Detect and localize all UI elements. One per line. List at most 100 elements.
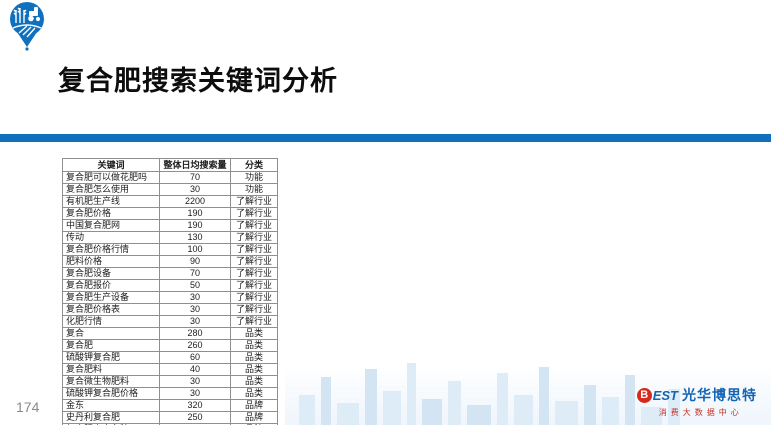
- category-cell: 品类: [230, 375, 278, 388]
- category-cell: 品牌: [230, 399, 278, 412]
- table-row: 硫酸钾复合肥价格 30 品类: [62, 387, 278, 400]
- category-cell: 了解行业: [230, 255, 278, 268]
- search-volume-cell: 30: [159, 315, 231, 328]
- table-row: 硫酸钾复合肥 60 品类: [62, 351, 278, 364]
- header-accent-bar: [0, 134, 771, 142]
- category-cell: 了解行业: [230, 315, 278, 328]
- keyword-cell: 传动: [62, 231, 160, 244]
- table-row: 复合肥报价 50 了解行业: [62, 279, 278, 292]
- table-row: 复合肥价格行情 100 了解行业: [62, 243, 278, 256]
- search-volume-cell: 90: [159, 255, 231, 268]
- search-volume-cell: 30: [159, 375, 231, 388]
- brand-subtitle: 消费大数据中心: [658, 408, 743, 417]
- table-row: 复合 280 品类: [62, 327, 278, 340]
- search-volume-cell: 30: [159, 291, 231, 304]
- category-cell: 了解行业: [230, 219, 278, 232]
- table-row: 有机肥生产线 2200 了解行业: [62, 195, 278, 208]
- search-volume-cell: 100: [159, 243, 231, 256]
- keyword-cell: 复合肥价格: [62, 207, 160, 220]
- keyword-cell: 复合肥可以做花肥吗: [62, 171, 160, 184]
- brand-b-badge: B: [636, 387, 652, 403]
- search-volume-cell: 320: [159, 399, 231, 412]
- category-cell: 了解行业: [230, 243, 278, 256]
- table-row: 金东 320 品牌: [62, 399, 278, 412]
- search-volume-cell: 30: [159, 387, 231, 400]
- table-row: 复合肥价格 190 了解行业: [62, 207, 278, 220]
- keyword-cell: 硫酸钾复合肥: [62, 351, 160, 364]
- category-cell: 品类: [230, 327, 278, 340]
- keyword-cell: 复合肥报价: [62, 279, 160, 292]
- search-volume-cell: 30: [159, 183, 231, 196]
- keyword-cell: 史丹利复合肥: [62, 411, 160, 424]
- category-cell: 了解行业: [230, 291, 278, 304]
- keyword-cell: 复合: [62, 327, 160, 340]
- keyword-cell: 中国复合肥网: [62, 219, 160, 232]
- table-row: 复合肥生产设备 30 了解行业: [62, 291, 278, 304]
- table-row: 复合微生物肥料 30 品类: [62, 375, 278, 388]
- table-row: 传动 130 了解行业: [62, 231, 278, 244]
- category-cell: 功能: [230, 183, 278, 196]
- keyword-cell: 肥料价格: [62, 255, 160, 268]
- search-volume-cell: 260: [159, 339, 231, 352]
- keyword-cell: 金东: [62, 399, 160, 412]
- table-row: 复合肥 260 品类: [62, 339, 278, 352]
- table-row: 肥料价格 90 了解行业: [62, 255, 278, 268]
- table-row: 复合肥可以做花肥吗 70 功能: [62, 171, 278, 184]
- category-cell: 了解行业: [230, 279, 278, 292]
- keyword-cell: 化肥行情: [62, 315, 160, 328]
- search-volume-cell: 40: [159, 363, 231, 376]
- keyword-cell: 复合肥生产设备: [62, 291, 160, 304]
- category-cell: 品类: [230, 339, 278, 352]
- table-header-cell: 关键词: [62, 158, 160, 172]
- category-cell: 了解行业: [230, 195, 278, 208]
- category-cell: 品牌: [230, 411, 278, 424]
- table-row: 复合肥怎么使用 30 功能: [62, 183, 278, 196]
- category-cell: 品类: [230, 387, 278, 400]
- search-volume-cell: 70: [159, 267, 231, 280]
- table-row: 复合肥料 40 品类: [62, 363, 278, 376]
- keyword-table-head: 关键词 整体日均搜索量 分类: [62, 158, 278, 172]
- search-volume-cell: 30: [159, 303, 231, 316]
- keyword-cell: 复合肥价格表: [62, 303, 160, 316]
- page-title: 复合肥搜索关键词分析: [58, 66, 338, 96]
- agriculture-pin-icon: [10, 2, 44, 51]
- keyword-cell: 复合微生物肥料: [62, 375, 160, 388]
- table-row: 复合肥设备 70 了解行业: [62, 267, 278, 280]
- table-row: 复合肥价格表 30 了解行业: [62, 303, 278, 316]
- keyword-cell: 复合肥设备: [62, 267, 160, 280]
- search-volume-cell: 190: [159, 219, 231, 232]
- search-volume-cell: 70: [159, 171, 231, 184]
- page-number: 174: [16, 399, 40, 415]
- brand-name: 光华博思特: [682, 387, 757, 403]
- search-volume-cell: 2200: [159, 195, 231, 208]
- keyword-cell: 硫酸钾复合肥价格: [62, 387, 160, 400]
- category-cell: 品类: [230, 351, 278, 364]
- category-cell: 了解行业: [230, 303, 278, 316]
- category-cell: 品类: [230, 363, 278, 376]
- keyword-cell: 复合肥价格行情: [62, 243, 160, 256]
- search-volume-cell: 130: [159, 231, 231, 244]
- search-volume-cell: 50: [159, 279, 231, 292]
- keyword-cell: 有机肥生产线: [62, 195, 160, 208]
- category-cell: 了解行业: [230, 267, 278, 280]
- table-header-cell: 分类: [230, 158, 278, 172]
- brand-est-text: EST: [652, 387, 678, 403]
- keyword-cell: 复合肥怎么使用: [62, 183, 160, 196]
- table-row: 史丹利复合肥 250 品牌: [62, 411, 278, 424]
- category-cell: 了解行业: [230, 231, 278, 244]
- table-row: 化肥行情 30 了解行业: [62, 315, 278, 328]
- table-row: 中国复合肥网 190 了解行业: [62, 219, 278, 232]
- search-volume-cell: 60: [159, 351, 231, 364]
- brand-logo: B EST 光华博思特 消费大数据中心: [636, 385, 757, 418]
- keyword-cell: 复合肥料: [62, 363, 160, 376]
- search-volume-cell: 280: [159, 327, 231, 340]
- keyword-table-body: 复合肥可以做花肥吗 70 功能 复合肥怎么使用 30 功能 有机肥生产线 2200 了解行业 复合…: [62, 171, 278, 425]
- search-volume-cell: 250: [159, 411, 231, 424]
- keyword-table: 关键词 整体日均搜索量 分类 复合肥可以做花肥吗 70 功能 复合肥怎么使用 30 功能 有机肥…: [62, 158, 278, 425]
- search-volume-cell: 190: [159, 207, 231, 220]
- table-header-cell: 整体日均搜索量: [159, 158, 231, 172]
- category-cell: 功能: [230, 171, 278, 184]
- category-cell: 了解行业: [230, 207, 278, 220]
- keyword-cell: 复合肥: [62, 339, 160, 352]
